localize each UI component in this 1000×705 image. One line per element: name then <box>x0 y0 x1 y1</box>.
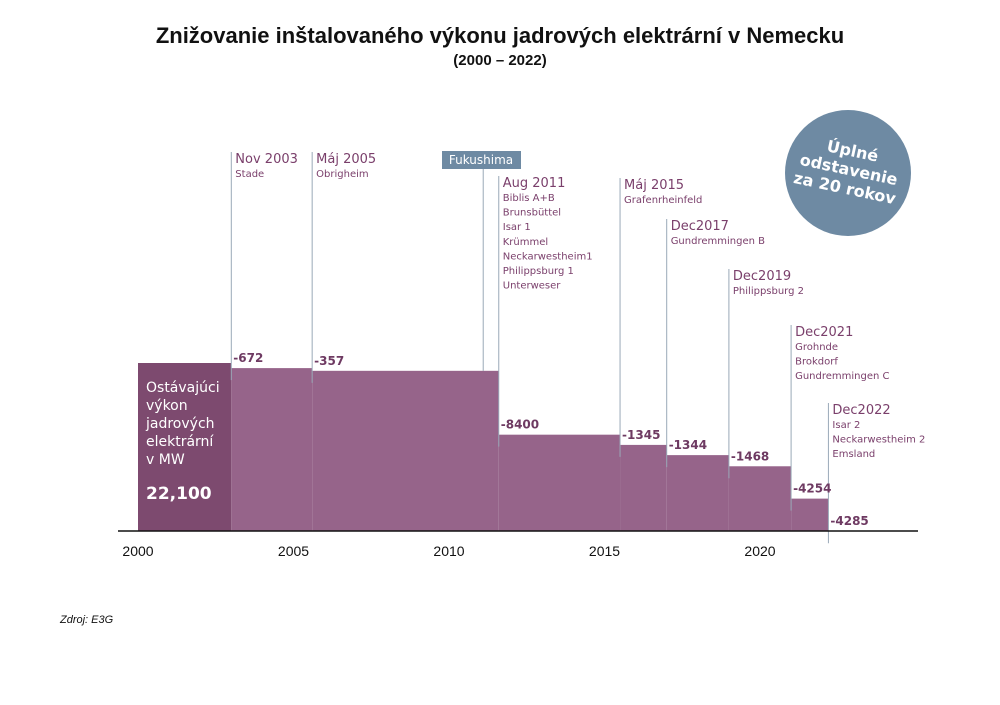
badge-circle <box>785 110 911 236</box>
bar-step-4 <box>620 444 667 531</box>
remaining-label-4: elektrární <box>146 434 214 450</box>
remaining-value: 22,100 <box>146 484 212 504</box>
event-plant-4-1: Grafenrheinfeld <box>624 195 702 206</box>
event-date-7: Dec2021 <box>795 325 853 340</box>
event-plant-1-1: Stade <box>235 169 264 180</box>
event-date-4: Máj 2015 <box>624 178 684 193</box>
bar-step-3 <box>498 434 621 531</box>
chart-title: Znižovanie inštalovaného výkonu jadrovýc… <box>156 23 844 48</box>
delta-label-4: -1345 <box>622 428 660 442</box>
remaining-label-2: výkon <box>146 398 188 414</box>
event-plant-3-1: Biblis A+B <box>503 193 555 204</box>
bar-initial <box>138 363 232 531</box>
bar-step-5 <box>666 455 729 531</box>
event-plant-8-2: Neckarwestheim 2 <box>832 435 925 446</box>
x-tick-2020: 2020 <box>744 543 775 559</box>
remaining-label-1: Ostávajúci <box>146 380 220 396</box>
event-date-2: Máj 2005 <box>316 152 376 167</box>
source-note: Zdroj: E3G <box>60 614 114 626</box>
event-plant-2-1: Obrigheim <box>316 169 368 180</box>
bar-step-6 <box>728 466 792 531</box>
event-plant-7-2: Brokdorf <box>795 357 838 368</box>
x-tick-2005: 2005 <box>278 543 309 559</box>
bar-step-2 <box>312 370 499 531</box>
event-plant-3-7: Unterweser <box>503 281 562 292</box>
event-plant-3-5: Neckarwestheim1 <box>503 251 593 262</box>
x-tick-2015: 2015 <box>589 543 620 559</box>
event-date-5: Dec2017 <box>671 219 729 234</box>
event-date-8: Dec2022 <box>832 403 890 418</box>
delta-label-6: -1468 <box>731 449 769 463</box>
delta-label-5: -1344 <box>669 438 707 452</box>
delta-label-3: -8400 <box>501 418 539 432</box>
event-plant-8-3: Emsland <box>832 449 875 460</box>
event-plant-3-2: Brunsbüttel <box>503 208 561 219</box>
event-date-1: Nov 2003 <box>235 152 298 167</box>
remaining-label-3: jadrových <box>145 416 215 432</box>
event-plant-7-1: Grohnde <box>795 342 838 353</box>
fukushima-box <box>442 151 521 169</box>
delta-label-2: -357 <box>314 354 344 368</box>
event-plant-3-4: Krümmel <box>503 237 548 248</box>
event-plant-3-3: Isar 1 <box>503 222 531 233</box>
bar-step-7 <box>791 498 829 531</box>
event-plant-8-1: Isar 2 <box>832 420 860 431</box>
event-date-6: Dec2019 <box>733 269 791 284</box>
event-plant-7-3: Gundremmingen C <box>795 371 889 382</box>
event-plant-3-6: Philippsburg 1 <box>503 266 574 277</box>
event-plant-6-1: Philippsburg 2 <box>733 286 804 297</box>
bar-step-1 <box>231 368 313 531</box>
delta-label-8: -4285 <box>830 514 868 528</box>
event-plant-5-1: Gundremmingen B <box>671 236 765 247</box>
remaining-label-5: v MW <box>146 452 185 468</box>
fukushima-label: Fukushima <box>449 153 513 167</box>
chart-subtitle: (2000 – 2022) <box>453 52 546 69</box>
x-tick-2010: 2010 <box>433 543 464 559</box>
x-tick-2000: 2000 <box>122 543 153 559</box>
delta-label-1: -672 <box>233 351 263 365</box>
delta-label-7: -4254 <box>793 482 831 496</box>
event-date-3: Aug 2011 <box>503 176 566 191</box>
